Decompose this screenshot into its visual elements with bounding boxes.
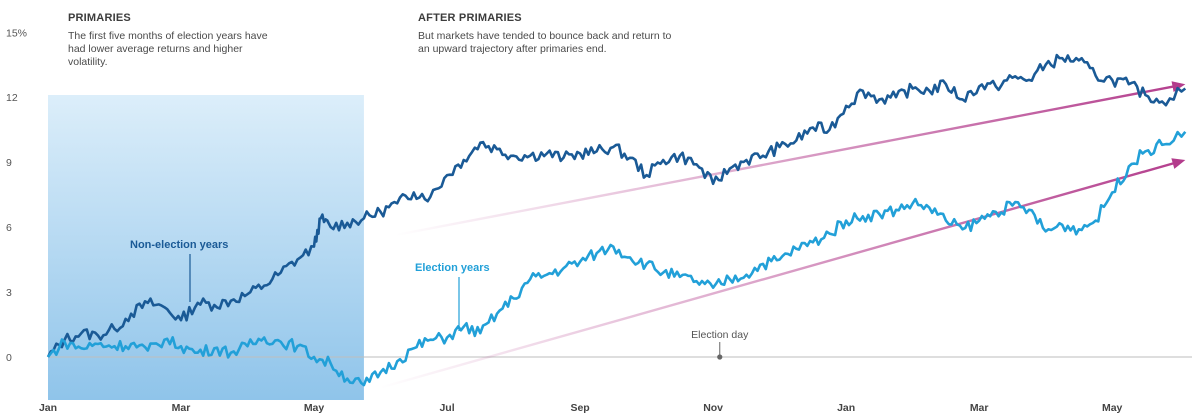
trend-arrow-line [379, 85, 1174, 240]
y-tick-label: 6 [6, 222, 12, 234]
y-tick-label: 12 [6, 92, 18, 104]
x-tick-label: Sep [570, 402, 589, 414]
annotation-after-primaries-body: But markets have tended to bounce back a… [418, 30, 672, 55]
trend-arrow-line [372, 162, 1175, 391]
series-line [46, 53, 1187, 358]
y-tick-label: 3 [6, 287, 12, 299]
annotation-after-primaries-title: AFTER PRIMARIES [418, 12, 522, 24]
x-tick-label: Mar [172, 402, 191, 414]
axes-group: 0 3 6 9 12 15% Jan Mar May Jul Sep Nov Jan Mar May [6, 27, 1192, 414]
annotation-primaries-title: PRIMARIES [68, 12, 131, 24]
trend-arrows-group [372, 81, 1186, 391]
series-labels-group: Non-election years Election years Election… [130, 239, 749, 360]
series-line [46, 130, 1187, 387]
trend-arrow-head [1171, 81, 1186, 93]
x-tick-label: Jul [439, 402, 454, 414]
x-tick-label: Nov [703, 402, 723, 414]
x-tick-label: Jan [39, 402, 57, 414]
annotation-primaries-body: The first five months of election years … [68, 30, 268, 68]
annotation-after-primaries: AFTER PRIMARIES But markets have tended … [418, 12, 673, 56]
series-group [46, 53, 1187, 387]
trend-arrow-head [1171, 158, 1186, 169]
x-tick-label: Mar [970, 402, 989, 414]
y-tick-label: 0 [6, 352, 12, 364]
election-day-label: Election day [691, 329, 749, 341]
series-label-non-election: Non-election years [130, 239, 228, 251]
election-day-dot [717, 354, 723, 360]
x-tick-label: May [304, 402, 325, 414]
y-tick-label: 15% [6, 27, 27, 39]
x-tick-label: Jan [837, 402, 855, 414]
y-tick-label: 9 [6, 157, 12, 169]
x-tick-label: May [1102, 402, 1123, 414]
series-label-election: Election years [415, 262, 490, 274]
annotation-primaries: PRIMARIES The first five months of elect… [68, 12, 283, 69]
